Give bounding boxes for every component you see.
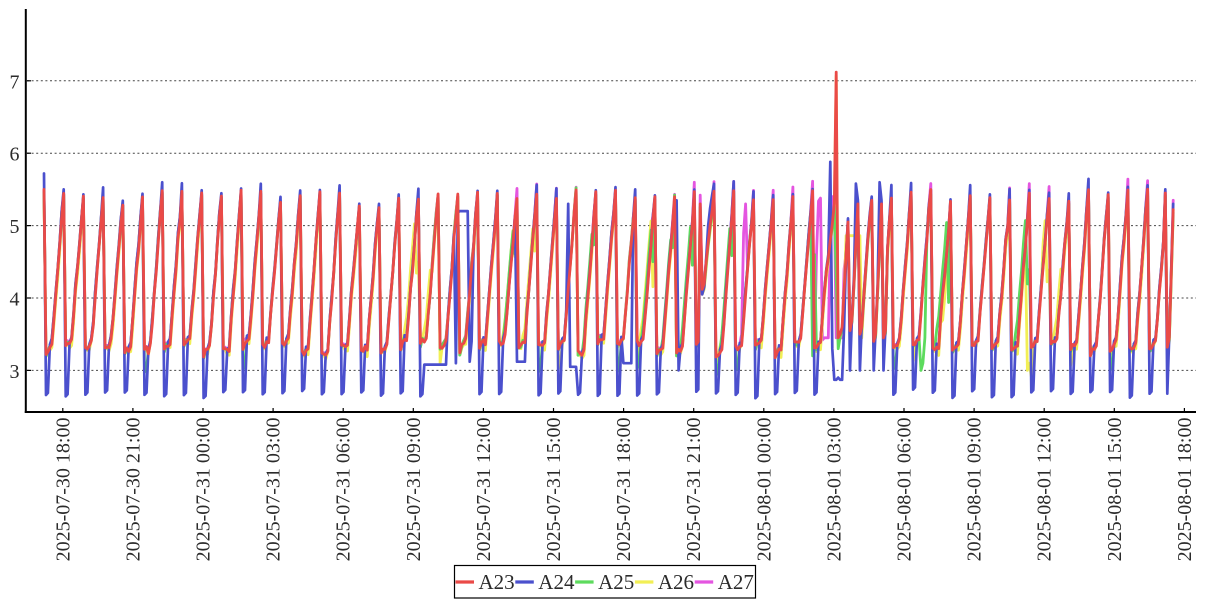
svg-text:2025-07-31 00:00: 2025-07-31 00:00 [193,418,215,562]
svg-text:4: 4 [10,289,20,311]
svg-text:2025-08-01 06:00: 2025-08-01 06:00 [894,418,916,562]
svg-text:A27: A27 [718,570,754,594]
svg-text:2025-07-31 21:00: 2025-07-31 21:00 [683,418,705,562]
svg-text:2025-07-30 21:00: 2025-07-30 21:00 [122,418,144,562]
svg-text:2025-08-01 03:00: 2025-08-01 03:00 [823,418,845,562]
svg-text:6: 6 [10,144,20,166]
svg-text:2025-07-31 18:00: 2025-07-31 18:00 [613,418,635,562]
svg-text:2025-07-31 03:00: 2025-07-31 03:00 [263,418,285,562]
svg-text:A24: A24 [538,570,575,594]
svg-text:2025-07-31 15:00: 2025-07-31 15:00 [543,418,565,562]
svg-text:7: 7 [10,71,20,93]
svg-text:2025-08-01 00:00: 2025-08-01 00:00 [753,418,775,562]
svg-text:2025-08-01 15:00: 2025-08-01 15:00 [1104,418,1126,562]
svg-text:2025-07-31 12:00: 2025-07-31 12:00 [473,418,495,562]
svg-text:2025-08-01 18:00: 2025-08-01 18:00 [1174,418,1196,562]
svg-text:2025-08-01 12:00: 2025-08-01 12:00 [1034,418,1056,562]
svg-text:A23: A23 [479,570,515,594]
svg-text:2025-08-01 09:00: 2025-08-01 09:00 [964,418,986,562]
svg-text:A26: A26 [658,570,694,594]
svg-text:A25: A25 [598,570,634,594]
svg-text:2025-07-31 09:00: 2025-07-31 09:00 [403,418,425,562]
svg-text:2025-07-31 06:00: 2025-07-31 06:00 [333,418,355,562]
svg-text:5: 5 [10,216,20,238]
svg-text:2025-07-30 18:00: 2025-07-30 18:00 [52,418,74,562]
svg-text:3: 3 [10,361,20,383]
